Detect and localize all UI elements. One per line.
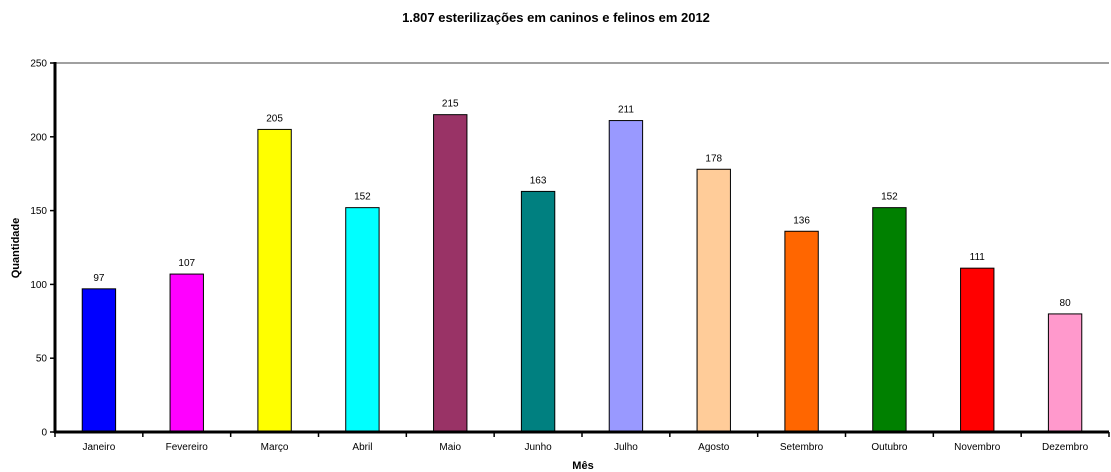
data-label: 111 [970, 252, 986, 263]
bar-maio [433, 114, 468, 433]
bar-abril [345, 207, 380, 433]
data-label: 80 [1060, 298, 1072, 309]
bar-fevereiro [169, 273, 204, 433]
data-label: 152 [881, 192, 898, 203]
data-label: 163 [530, 175, 547, 186]
data-label: 97 [93, 273, 105, 284]
bar-junho [520, 190, 556, 433]
x-tick-label: Janeiro [83, 442, 116, 453]
y-axis-title: Quantidade [10, 218, 22, 279]
x-tick-label: Novembro [954, 442, 1001, 453]
x-tick-label: Junho [524, 442, 552, 453]
data-label: 136 [793, 215, 810, 226]
x-tick-label: Setembro [780, 442, 824, 453]
x-tick-label: Maio [439, 442, 461, 453]
data-label: 107 [178, 258, 195, 269]
y-tick-label: 250 [30, 59, 47, 70]
x-tick-label: Abril [352, 442, 372, 453]
data-label: 211 [618, 105, 634, 116]
bar-março [257, 128, 292, 433]
bar-dezembro [1047, 313, 1083, 433]
data-label: 215 [442, 99, 459, 110]
y-tick-label: 100 [30, 280, 47, 291]
data-label: 178 [705, 153, 722, 164]
x-tick-label: Fevereiro [166, 442, 209, 453]
chart-title: 1.807 esterilizações em caninos e felino… [402, 10, 710, 25]
data-label: 205 [266, 113, 283, 124]
x-tick-label: Dezembro [1042, 442, 1089, 453]
x-tick-label: Agosto [698, 442, 730, 453]
bar-janeiro [81, 288, 117, 433]
bar-agosto [696, 168, 731, 433]
y-tick-label: 50 [36, 354, 48, 365]
y-tick-label: 200 [30, 132, 47, 143]
y-tick-label: 150 [30, 206, 47, 217]
data-label: 152 [354, 192, 371, 203]
bar-setembro [784, 230, 819, 433]
x-tick-label: Outubro [871, 442, 908, 453]
plot-area: 0 50 100 150 200 250 97 Janeiro 107 Fevereiro 205 M… [30, 59, 1110, 453]
x-tick-label: Março [261, 442, 289, 453]
bar-julho [608, 120, 644, 433]
x-axis-title: Mês [572, 460, 593, 472]
y-tick-label: 0 [41, 428, 47, 439]
bar-outubro [872, 207, 907, 433]
bar-novembro [960, 267, 995, 433]
x-tick-label: Julho [614, 442, 638, 453]
